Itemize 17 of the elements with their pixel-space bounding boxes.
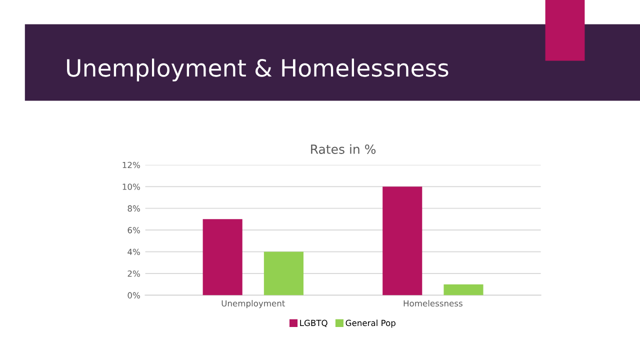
bar [264,252,304,296]
y-tick-label: 2% [128,270,140,277]
y-tick-label: 10% [122,184,140,190]
x-tick-label: Unemployment [222,300,285,308]
y-tick-label: 4% [128,248,140,256]
y-tick-label: 0% [128,292,140,298]
chart-title: Unemployment & Homelessness [67,58,448,82]
y-tick-label: 6% [128,227,140,234]
bar [382,186,422,296]
y-tick-label: 8% [128,205,140,212]
legend-label: LGBTQ [300,320,328,328]
bar [202,219,242,296]
y-tick-label: 12% [122,162,140,168]
legend-label: General Pop [346,320,396,328]
bar [444,284,484,296]
chart-subtitle: Rates in % [311,144,376,154]
x-tick-label: Homelessness [404,300,462,307]
